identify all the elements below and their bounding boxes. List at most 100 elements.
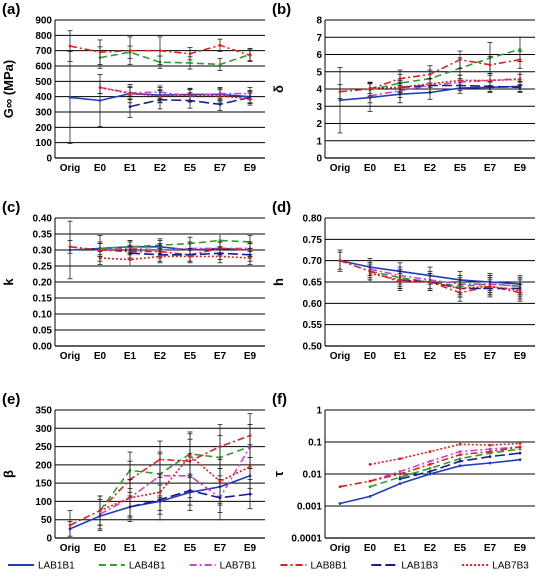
x-tick-label: E1 [124, 543, 137, 554]
chart-panel-3: (c) 0.00 0.05 0.10 0.15 0.20 0.25 0.30 0.35 0.40 O… [1, 199, 265, 362]
chart-panel-4: (d) 0.50 0.55 0.60 0.65 0.70 0.75 0.80 Orig E0 E1 E… [271, 199, 535, 362]
data-point [488, 63, 492, 67]
x-tick-label: E1 [394, 543, 407, 554]
y-tick-label: 300 [35, 424, 52, 435]
data-point [518, 47, 522, 51]
panel-label: (c) [2, 199, 20, 216]
data-point [218, 239, 222, 242]
x-tick-label: E9 [244, 351, 257, 362]
y-tick-label: 0.50 [303, 342, 323, 353]
chart-panel-1: (a) 0 100 200 300 400 500 600 700 800 900 Orig E0 E1 E… [1, 1, 265, 174]
series-line [369, 448, 521, 488]
legend-item-lab7b3: LAB7B3 [462, 561, 529, 572]
legend-item-lab8b1: LAB8B1 [280, 561, 348, 572]
y-tick-label: 100 [35, 497, 52, 508]
data-point [98, 248, 102, 252]
y-tick-label: 0.15 [33, 294, 53, 305]
panel-label: (b) [272, 1, 291, 18]
data-point [458, 58, 462, 62]
y-tick-label: 0.05 [33, 326, 53, 337]
data-point [218, 43, 222, 47]
x-tick-label: E7 [484, 351, 497, 362]
data-point [68, 44, 72, 48]
y-axis-label: G∞ (MPa) [1, 60, 16, 118]
x-tick-label: E5 [454, 163, 467, 174]
x-tick-label: E0 [364, 543, 377, 554]
data-point [398, 77, 402, 81]
data-point [428, 462, 432, 466]
y-tick-label: 5 [316, 67, 322, 78]
x-tick-label: E1 [124, 163, 137, 174]
x-tick-label: E1 [124, 351, 137, 362]
chart-panel-6: (f) 0.0001 0.001 0.01 0.1 1 Orig E0 E1 E2 E5 E7 E9 τ [271, 391, 535, 554]
data-point [128, 49, 132, 53]
legend-item-lab4b1: LAB4B1 [98, 561, 166, 572]
legend-label: LAB1B1 [38, 561, 75, 572]
data-point [338, 98, 342, 102]
series-line [99, 446, 251, 515]
legend: LAB1B1 LAB4B1 LAB7B1 LAB8B1 LAB1B3 LAB7B3 [8, 561, 529, 572]
y-tick-label: 4 [316, 85, 322, 96]
x-tick-label: E1 [394, 351, 407, 362]
data-point [488, 443, 492, 447]
chart-panel-2: (b) 0 1 2 3 4 5 6 7 8 Orig E0 E1 E2 E5 E7 E9 δ [271, 1, 535, 174]
series-line [369, 48, 521, 91]
series-lab7b3 [367, 73, 523, 94]
data-point [518, 58, 522, 62]
x-tick-label: E7 [214, 351, 227, 362]
y-tick-label: 250 [35, 442, 52, 453]
data-point [458, 453, 462, 457]
y-axis-label: τ [271, 471, 286, 477]
data-point [98, 509, 102, 512]
data-point [428, 450, 432, 454]
data-point [248, 492, 252, 496]
data-point [158, 457, 162, 461]
data-point [188, 255, 192, 258]
data-point [158, 49, 162, 53]
data-point [218, 479, 222, 483]
x-tick-label: E5 [184, 351, 197, 362]
y-axis-label: h [271, 278, 286, 286]
data-point [488, 450, 492, 454]
series-line [339, 458, 521, 505]
data-point [188, 489, 192, 492]
legend-label: LAB7B3 [492, 561, 529, 572]
x-tick-label: E0 [94, 543, 107, 554]
x-tick-label: E2 [424, 351, 437, 362]
legend-item-lab1b3: LAB1B3 [371, 561, 438, 572]
y-tick-label: 0.80 [303, 214, 323, 225]
data-point [518, 85, 522, 89]
y-tick-label: 150 [35, 479, 52, 490]
y-tick-label: 0.20 [33, 278, 53, 289]
x-tick-label: E2 [154, 163, 167, 174]
series-line [369, 446, 521, 482]
series-lab7b3 [367, 264, 523, 300]
series-lab8b1 [338, 445, 522, 489]
y-tick-label: 0.35 [33, 230, 53, 241]
data-point [338, 502, 342, 505]
data-point [458, 287, 462, 290]
data-point [398, 457, 402, 461]
legend-label: LAB7B1 [220, 561, 257, 572]
x-tick-label: Orig [60, 163, 81, 174]
y-tick-label: 0 [46, 534, 52, 545]
x-tick-label: E7 [214, 543, 227, 554]
data-point [518, 445, 522, 449]
series-line [369, 268, 521, 288]
series-lab7b3 [97, 249, 253, 267]
legend-item-lab1b1: LAB1B1 [8, 561, 75, 572]
y-tick-label: 0.25 [33, 262, 53, 273]
series-lab7b3 [97, 80, 253, 106]
data-point [68, 245, 72, 249]
x-tick-label: E5 [454, 351, 467, 362]
series-line [369, 78, 521, 89]
panel-label: (d) [272, 199, 291, 216]
data-point [98, 50, 102, 54]
data-point [458, 450, 462, 454]
data-point [398, 477, 402, 481]
data-point [428, 472, 432, 476]
data-point [368, 272, 372, 275]
data-point [248, 465, 252, 469]
y-tick-label: 700 [35, 46, 52, 57]
y-tick-label: 0.01 [303, 470, 323, 481]
